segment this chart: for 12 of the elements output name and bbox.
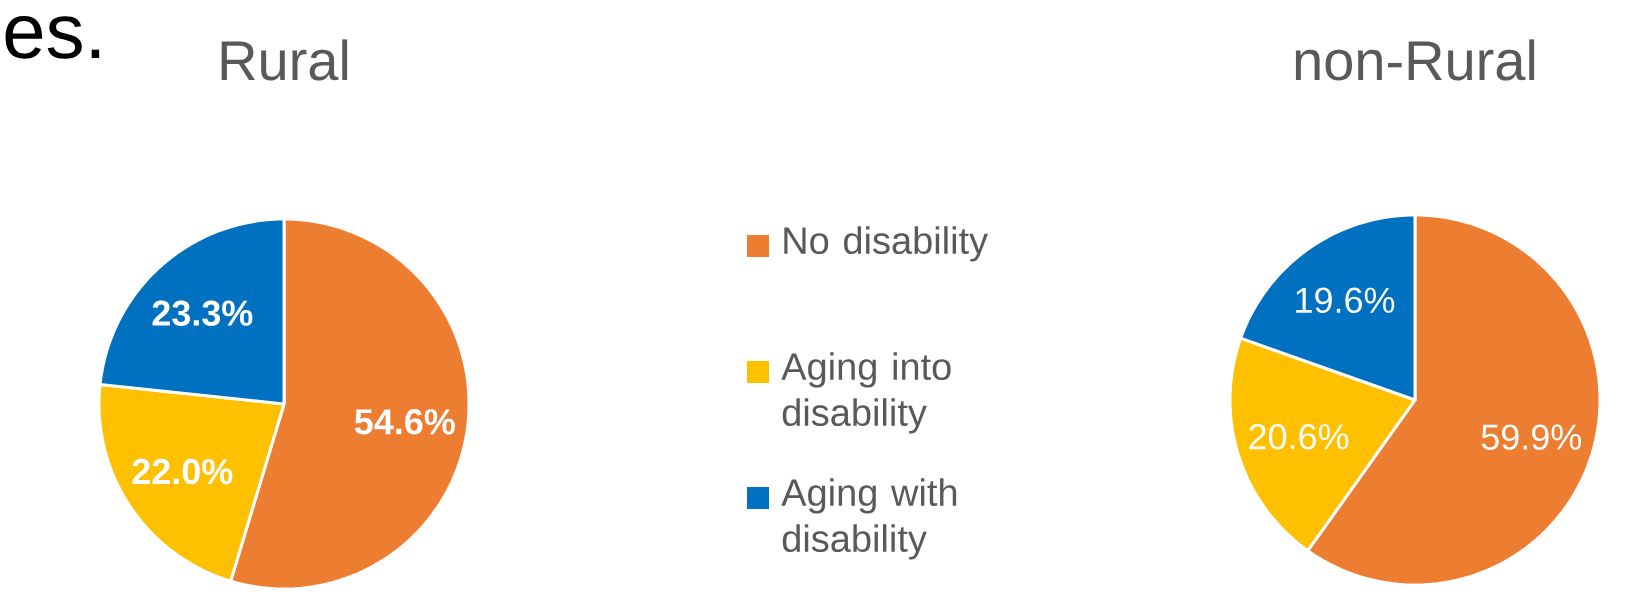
legend-label: No disability — [784, 226, 989, 262]
legend-label: Aging into disability — [781, 352, 951, 434]
data-label: 59.9% — [1481, 424, 1582, 450]
text: es. — [5, 16, 100, 59]
data-label: 20.6% — [1249, 424, 1349, 450]
legend-label: Aging with disability — [781, 478, 957, 560]
chart-title: Rural — [221, 39, 348, 81]
data-label: 54.6% — [354, 409, 455, 435]
data-label: 19.6% — [1296, 287, 1395, 314]
chart-title: non-Rural — [1295, 39, 1535, 81]
data-label: 23.3% — [152, 300, 253, 326]
data-label: 22.0% — [132, 458, 233, 485]
